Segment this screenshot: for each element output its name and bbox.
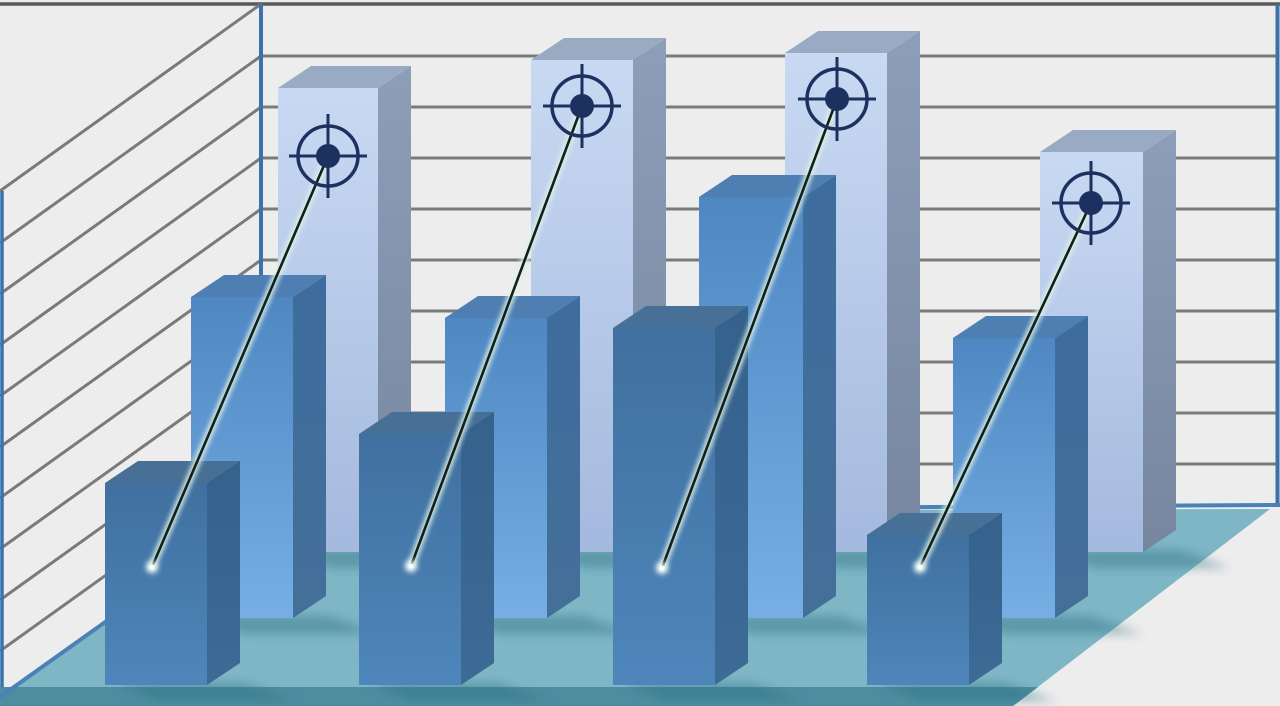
laser-core-stroke bbox=[918, 201, 1093, 569]
group-4-front-bar-side-face bbox=[969, 513, 1002, 685]
group-1-front-bar-top-face bbox=[105, 461, 240, 483]
crosshair-ring bbox=[805, 67, 869, 131]
crosshair-center-dot bbox=[316, 144, 340, 168]
group-4-middle-bar-shadow bbox=[963, 616, 1143, 634]
laser-core-stroke bbox=[150, 154, 330, 569]
group-1-middle-bar-shadow bbox=[201, 616, 381, 634]
group-1-front-bar-side-face bbox=[207, 461, 240, 685]
group-4-front-bar-shadow bbox=[877, 683, 1057, 701]
crosshair-center-dot bbox=[1079, 191, 1103, 215]
group-4-front-bar bbox=[867, 513, 1002, 685]
crosshair-center-dot bbox=[570, 94, 594, 118]
group-1-back-bar-top-face bbox=[278, 66, 411, 88]
left-wall-gridline-3 bbox=[0, 105, 262, 296]
laser-tip-dot bbox=[408, 563, 414, 569]
group-1-front-bar-shadow bbox=[115, 683, 295, 701]
group-4-target-laser bbox=[914, 199, 1095, 573]
laser-tip-dot bbox=[917, 564, 923, 570]
group-1-target-crosshair-icon bbox=[289, 114, 367, 198]
laser-tip-dot bbox=[659, 565, 665, 571]
group-2-middle-bar-shadow bbox=[455, 616, 635, 634]
group-3-back-bar-side-face bbox=[887, 31, 920, 552]
group-3-middle-bar-shadow bbox=[709, 616, 891, 634]
laser-core-stroke bbox=[660, 97, 839, 570]
group-4-back-bar-top-face bbox=[1040, 130, 1176, 152]
group-4-back-bar-shadow bbox=[1050, 550, 1231, 568]
group-4-back-bar-side-face bbox=[1143, 130, 1176, 552]
group-3-middle-bar-side-face bbox=[803, 175, 836, 618]
group-4-front-bar-front-face bbox=[867, 535, 969, 685]
left-wall-gridline-5 bbox=[0, 207, 262, 398]
group-1-middle-bar-top-face bbox=[191, 275, 326, 297]
group-2-front-bar bbox=[359, 412, 494, 685]
group-2-back-bar-top-face bbox=[531, 38, 666, 60]
group-3-front-bar-front-face bbox=[613, 328, 715, 685]
group-3-target-crosshair-icon bbox=[798, 57, 876, 141]
group-3-back-bar-top-face bbox=[785, 31, 920, 53]
left-wall-gridline-1 bbox=[0, 2, 262, 193]
crosshair-center-dot bbox=[825, 87, 849, 111]
crosshair-ring bbox=[1059, 171, 1123, 235]
group-1-middle-bar-side-face bbox=[293, 275, 326, 618]
group-2-target-laser bbox=[405, 102, 586, 572]
group-3-target-laser bbox=[656, 95, 841, 574]
group-2-middle-bar-top-face bbox=[445, 296, 580, 318]
group-2-target-crosshair-icon bbox=[543, 64, 621, 148]
left-wall-gridline-2 bbox=[0, 54, 262, 245]
group-3-front-bar-shadow bbox=[623, 683, 803, 701]
group-2-front-bar-shadow bbox=[369, 683, 549, 701]
layer-laser-lines bbox=[146, 95, 1095, 574]
group-1-front-bar bbox=[105, 461, 240, 685]
group-1-target-laser bbox=[146, 152, 332, 573]
group-2-middle-bar-side-face bbox=[547, 296, 580, 618]
laser-tip-dot bbox=[149, 564, 155, 570]
group-4-middle-bar-side-face bbox=[1055, 316, 1088, 618]
group-3-front-bar-side-face bbox=[715, 306, 748, 685]
layer-crosshair-targets bbox=[289, 57, 1130, 245]
group-4-target-crosshair-icon bbox=[1052, 161, 1130, 245]
crosshair-ring bbox=[296, 124, 360, 188]
group-4-front-bar-top-face bbox=[867, 513, 1002, 535]
group-3-front-bar-top-face bbox=[613, 306, 748, 328]
layer-bars-front-row bbox=[105, 306, 1002, 685]
group-1-front-bar-front-face bbox=[105, 483, 207, 685]
left-wall-gridline-4 bbox=[0, 156, 262, 347]
group-3-front-bar bbox=[613, 306, 748, 685]
group-4-middle-bar-top-face bbox=[953, 316, 1088, 338]
laser-core-stroke bbox=[409, 104, 584, 568]
group-2-front-bar-side-face bbox=[461, 412, 494, 685]
crosshair-ring bbox=[550, 74, 614, 138]
